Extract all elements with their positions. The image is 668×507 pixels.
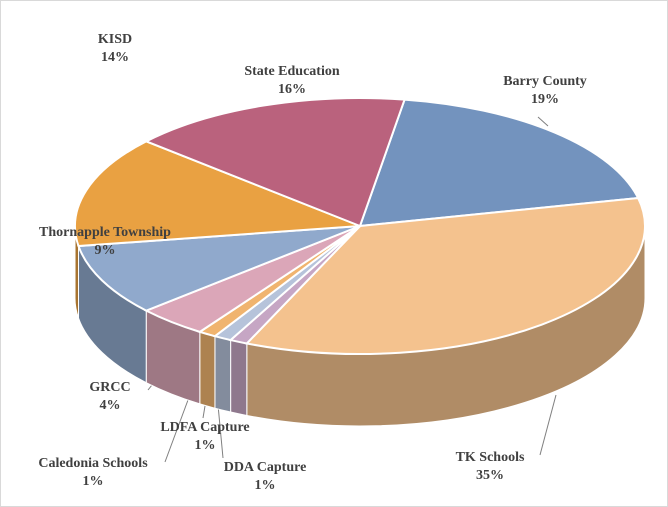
leader-line	[164, 399, 189, 463]
slice-percent: 14%	[101, 50, 129, 65]
slice-percent: 16%	[278, 82, 306, 97]
slice-label: State Education	[244, 64, 340, 79]
pie-slice	[74, 140, 361, 248]
slice-label: DDA Capture	[224, 460, 307, 475]
slice-percent: 1%	[255, 478, 276, 493]
pie-slice	[143, 97, 406, 228]
pie-slice	[244, 197, 646, 355]
leader-line	[539, 394, 557, 456]
pie-side	[230, 339, 248, 417]
slice-percent: 35%	[476, 468, 504, 483]
pie-side	[214, 335, 232, 413]
leader-line	[217, 404, 224, 459]
slice-percent: 1%	[195, 438, 216, 453]
slice-label: Barry County	[503, 74, 587, 89]
pie-slice	[77, 225, 361, 312]
leader-line	[537, 116, 549, 127]
slice-label: KISD	[98, 32, 132, 47]
slice-label: Thornapple Township	[39, 225, 171, 240]
pie-slice	[358, 98, 640, 228]
slice-percent: 19%	[531, 92, 559, 107]
slice-label: LDFA Capture	[160, 420, 249, 435]
slice-percent: 9%	[95, 243, 116, 258]
slice-percent: 4%	[100, 398, 121, 413]
slice-label: TK Schools	[456, 450, 525, 465]
slice-label: Caledonia Schools	[38, 456, 148, 471]
pie-side	[199, 331, 216, 409]
slice-percent: 1%	[83, 474, 104, 489]
slice-label: GRCC	[89, 380, 130, 395]
